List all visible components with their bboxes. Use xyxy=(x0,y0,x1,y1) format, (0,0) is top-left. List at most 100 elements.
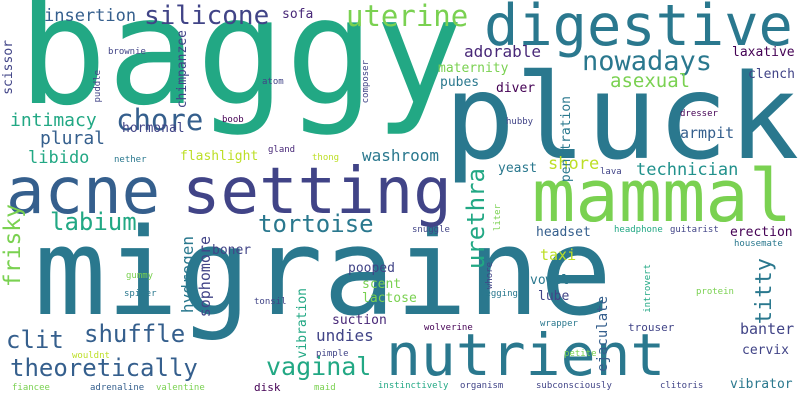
word-baggy: baggy xyxy=(18,0,464,138)
word-acne: acne xyxy=(6,155,161,229)
word-ejaculate: ejaculate xyxy=(595,296,611,372)
word-maid: maid xyxy=(314,383,336,393)
word-wolverine: wolverine xyxy=(424,323,473,333)
word-clench: clench xyxy=(748,67,795,82)
word-migraine: migraine xyxy=(34,204,612,343)
word-maternity: maternity xyxy=(438,61,509,76)
word-trouser: trouser xyxy=(628,321,675,334)
word-tortoise: tortoise xyxy=(258,210,374,238)
word-labium: labium xyxy=(50,208,137,236)
word-technician: technician xyxy=(636,160,739,180)
word-scent: scent xyxy=(362,277,402,292)
word-protein: protein xyxy=(696,287,734,297)
word-plural: plural xyxy=(40,128,106,149)
word-sophomore: sophomore xyxy=(196,236,214,318)
word-pluck: pluck xyxy=(444,48,800,186)
word-wouldnt: wouldnt xyxy=(72,351,110,361)
word-wrapper: wrapper xyxy=(540,319,578,329)
word-nether: nether xyxy=(114,155,147,165)
word-washroom: washroom xyxy=(362,146,440,165)
word-intimacy: intimacy xyxy=(10,110,97,131)
word-headphone: headphone xyxy=(614,225,663,235)
word-puddle: puddle xyxy=(93,70,103,103)
word-atom: atom xyxy=(262,77,284,87)
word-headset: headset xyxy=(536,225,591,240)
word-hormonal: hormonal xyxy=(122,121,185,136)
word-scissor: scissor xyxy=(1,40,16,95)
word-erection: erection xyxy=(730,225,793,240)
word-sofa: sofa xyxy=(282,7,314,22)
word-armpit: armpit xyxy=(680,124,735,142)
word-vibrator: vibrator xyxy=(730,377,793,392)
word-vibration: vibration xyxy=(295,288,310,359)
word-snuggle: snuggle xyxy=(412,225,450,235)
word-gummy: gummy xyxy=(126,271,154,281)
word-instinctively: instinctively xyxy=(378,381,449,391)
word-gland: gland xyxy=(268,145,296,155)
word-composer: composer xyxy=(361,60,371,104)
word-digestive: digestive xyxy=(484,0,793,59)
word-tonsil: tonsil xyxy=(254,297,287,307)
word-titty: titty xyxy=(752,258,777,325)
word-mammal: mammal xyxy=(532,154,793,238)
word-adorable: adorable xyxy=(464,42,542,61)
word-pooped: pooped xyxy=(348,261,395,276)
word-subconsciously: subconsciously xyxy=(536,381,612,391)
word-taxi: taxi xyxy=(540,246,577,264)
word-libido: libido xyxy=(28,148,90,168)
word-thong: thong xyxy=(312,153,340,163)
word-shore: shore xyxy=(548,154,600,174)
word-lube: lube xyxy=(538,289,570,304)
word-chimpanzee: chimpanzee xyxy=(175,30,190,109)
word-pubes: pubes xyxy=(440,75,480,90)
word-hubby: hubby xyxy=(506,117,534,127)
word-setting: setting xyxy=(182,155,452,229)
word-clitoris: clitoris xyxy=(660,381,704,391)
word-hydrogen: hydrogen xyxy=(178,236,197,314)
word-lactose: lactose xyxy=(362,291,417,306)
word-legging: legging xyxy=(480,289,518,299)
word-asexual: asexual xyxy=(610,70,691,92)
word-uterine: uterine xyxy=(346,0,469,33)
word-adrenaline: adrenaline xyxy=(90,383,145,393)
word-spider: spider xyxy=(124,289,157,299)
word-disk: disk xyxy=(254,381,281,394)
word-flashlight: flashlight xyxy=(180,149,259,164)
word-brownie: brownie xyxy=(108,47,146,57)
word-banter: banter xyxy=(740,320,795,338)
word-petite: petite xyxy=(564,349,597,359)
word-vaginal: vaginal xyxy=(266,352,372,381)
word-urethra: urethra xyxy=(462,168,490,270)
word-frisky: frisky xyxy=(0,204,26,288)
word-nowadays: nowadays xyxy=(582,46,713,77)
word-theoretically: theoretically xyxy=(10,354,198,382)
word-undies: undies xyxy=(316,326,374,345)
word-nutrient: nutrient xyxy=(386,321,666,389)
word-fiancee: fiancee xyxy=(12,383,50,393)
word-silicone: silicone xyxy=(144,1,270,31)
word-boob: boob xyxy=(222,115,244,125)
word-insertion: insertion xyxy=(44,6,137,26)
word-boner: boner xyxy=(212,243,252,258)
word-lava: lava xyxy=(600,167,622,177)
word-prostate: prostate xyxy=(599,100,609,144)
word-introvert: introvert xyxy=(643,264,653,313)
word-pimple: pimple xyxy=(316,349,349,359)
word-dresser: dresser xyxy=(680,109,718,119)
word-shuffle: shuffle xyxy=(84,320,186,348)
word-valentine: valentine xyxy=(156,383,205,393)
word-liter: liter xyxy=(493,204,503,232)
word-laxative: laxative xyxy=(732,45,795,60)
word-clit: clit xyxy=(6,326,64,354)
word-penetration: penetration xyxy=(559,96,574,183)
word-vowel: vowel xyxy=(530,273,570,288)
word-organism: organism xyxy=(460,381,504,391)
word-housemate: housemate xyxy=(734,239,783,249)
word-cervix: cervix xyxy=(742,343,789,358)
word-chore: chore xyxy=(116,103,204,137)
word-whore: whore xyxy=(485,262,495,290)
word-yeast: yeast xyxy=(498,161,538,176)
word-diver: diver xyxy=(496,81,536,96)
word-guitarist: guitarist xyxy=(670,225,719,235)
